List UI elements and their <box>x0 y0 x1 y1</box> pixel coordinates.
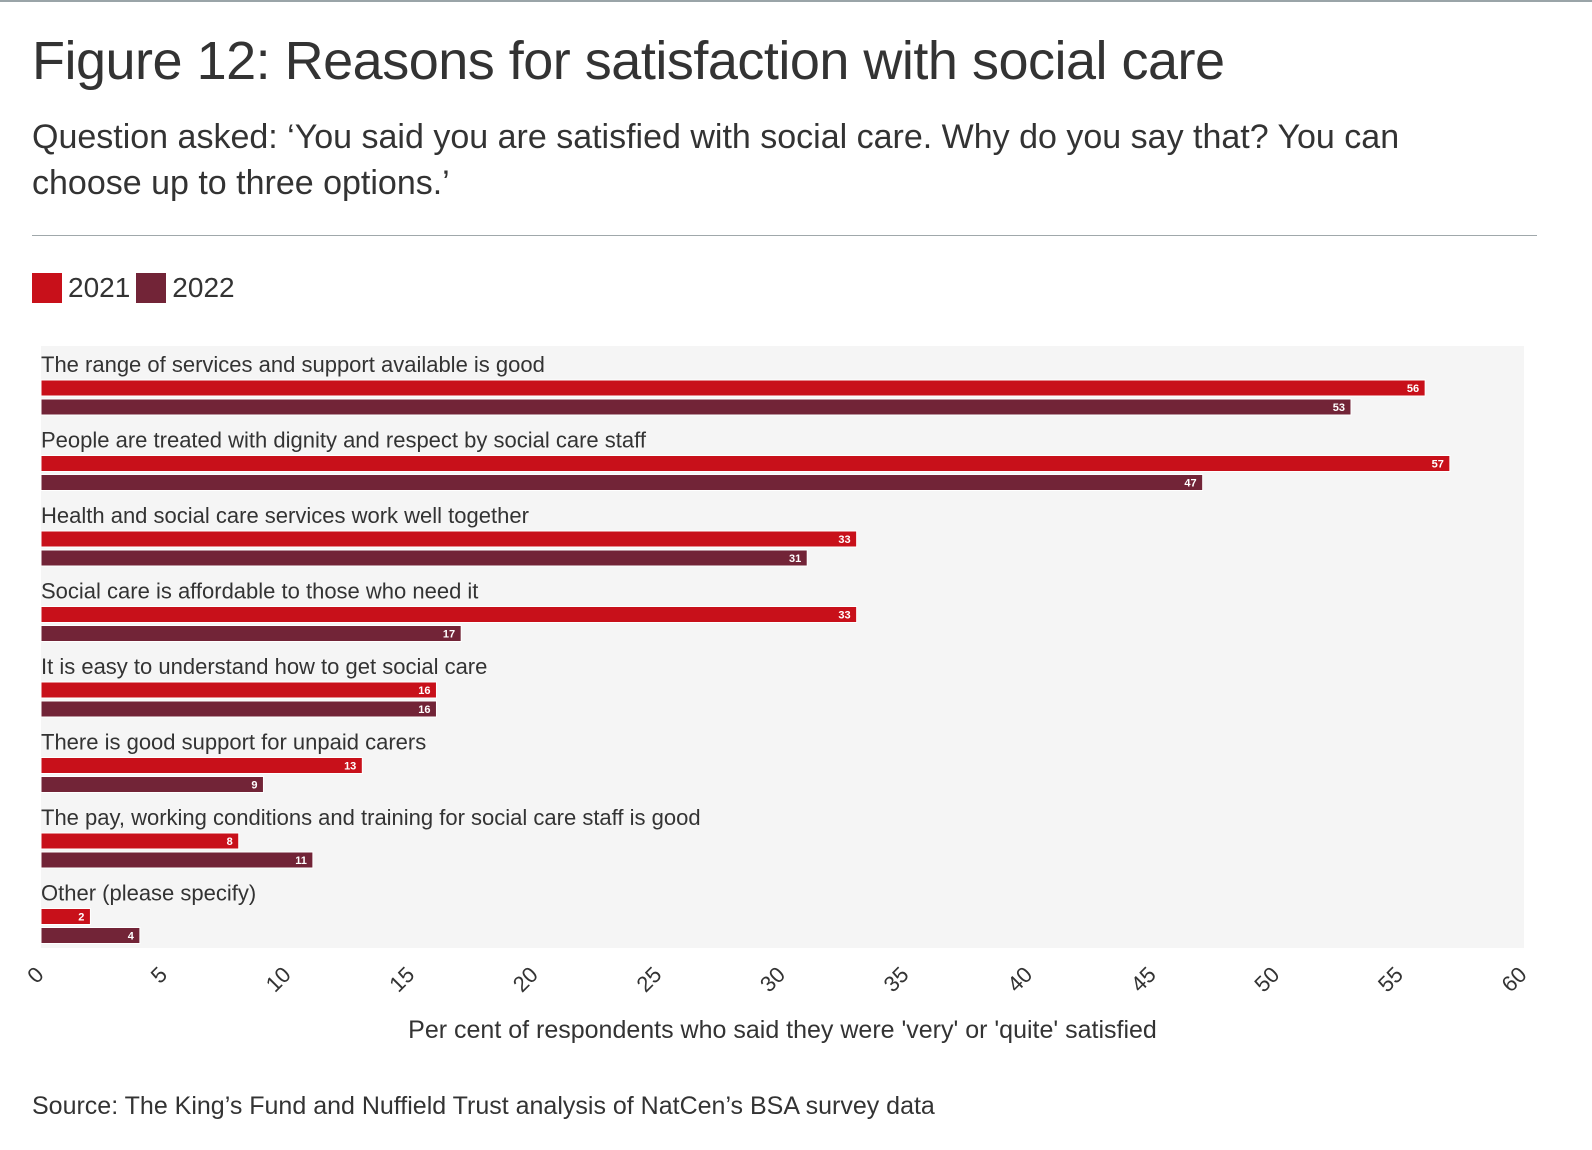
category-label: People are treated with dignity and resp… <box>41 428 647 453</box>
bar-value-label: 11 <box>295 855 307 867</box>
legend-swatch-2021 <box>32 273 62 303</box>
x-tick-label: 55 <box>1373 962 1408 997</box>
bar-value-label: 13 <box>344 761 356 773</box>
category-label: The range of services and support availa… <box>41 352 545 377</box>
legend: 2021 2022 <box>32 272 241 304</box>
bar-2021 <box>40 908 91 925</box>
bar-value-label: 8 <box>227 836 233 848</box>
bar-2021 <box>40 681 437 699</box>
plot-background <box>41 346 1524 948</box>
bar-2022 <box>40 625 462 642</box>
x-tick-label: 15 <box>384 962 419 997</box>
x-tick-label: 10 <box>261 962 296 997</box>
chart-subtitle: Question asked: ‘You said you are satisf… <box>32 118 1400 202</box>
chart-title: Figure 12: Reasons for satisfaction with… <box>32 31 1225 91</box>
x-tick-label: 5 <box>146 962 172 988</box>
x-tick-label: 40 <box>1002 962 1037 997</box>
header-divider <box>32 235 1537 236</box>
bar-value-label: 53 <box>1333 402 1345 414</box>
legend-item-2021[interactable]: 2021 <box>32 272 130 304</box>
x-tick-label: 60 <box>1497 962 1532 997</box>
x-tick-label: 30 <box>755 962 790 997</box>
category-label: The pay, working conditions and training… <box>41 805 701 830</box>
legend-item-2022[interactable]: 2022 <box>136 272 235 304</box>
bar-2021 <box>40 379 1426 397</box>
bar-2022 <box>40 851 314 869</box>
bar-value-label: 16 <box>418 685 430 697</box>
bar-value-label: 47 <box>1184 478 1196 490</box>
bar-2021 <box>40 606 858 623</box>
category-label: Other (please specify) <box>41 881 256 906</box>
x-tick-label: 50 <box>1249 962 1284 997</box>
bar-value-label: 4 <box>128 931 135 943</box>
bar-2022 <box>40 776 264 793</box>
category-label: Social care is affordable to those who n… <box>41 579 478 604</box>
category-label: It is easy to understand how to get soci… <box>41 654 487 679</box>
category-label: There is good support for unpaid carers <box>41 730 426 755</box>
bar-value-label: 16 <box>418 704 430 716</box>
bar-2022 <box>40 398 1352 416</box>
bar-value-label: 57 <box>1432 459 1444 471</box>
legend-label-2021: 2021 <box>68 272 131 303</box>
x-tick-label: 25 <box>631 962 666 997</box>
bar-value-label: 2 <box>78 912 84 924</box>
bar-2022 <box>40 700 437 718</box>
category-label: Health and social care services work wel… <box>41 503 529 528</box>
bar-2021 <box>40 757 363 774</box>
bar-value-label: 17 <box>443 629 455 641</box>
bar-2021 <box>40 832 240 850</box>
x-tick-label: 20 <box>508 962 543 997</box>
bar-chart: The range of services and support availa… <box>22 346 1532 1044</box>
bar-value-label: 31 <box>789 553 801 565</box>
source-note: Source: The King’s Fund and Nuffield Tru… <box>32 1092 935 1120</box>
bar-2021 <box>40 455 1451 472</box>
x-tick-label: 0 <box>22 962 48 988</box>
bar-value-label: 33 <box>838 534 850 546</box>
x-tick-label: 45 <box>1126 962 1161 997</box>
bar-2022 <box>40 549 808 567</box>
bar-2021 <box>40 530 858 548</box>
legend-label-2022: 2022 <box>172 272 235 303</box>
bar-value-label: 33 <box>838 610 850 622</box>
x-tick-label: 35 <box>879 962 914 997</box>
legend-swatch-2022 <box>136 273 167 303</box>
bar-2022 <box>40 927 141 944</box>
bar-value-label: 56 <box>1407 383 1419 395</box>
x-axis-label: Per cent of respondents who said they we… <box>408 1016 1157 1044</box>
bar-2022 <box>40 474 1204 491</box>
bar-value-label: 9 <box>251 780 257 792</box>
top-rule <box>0 0 1592 2</box>
